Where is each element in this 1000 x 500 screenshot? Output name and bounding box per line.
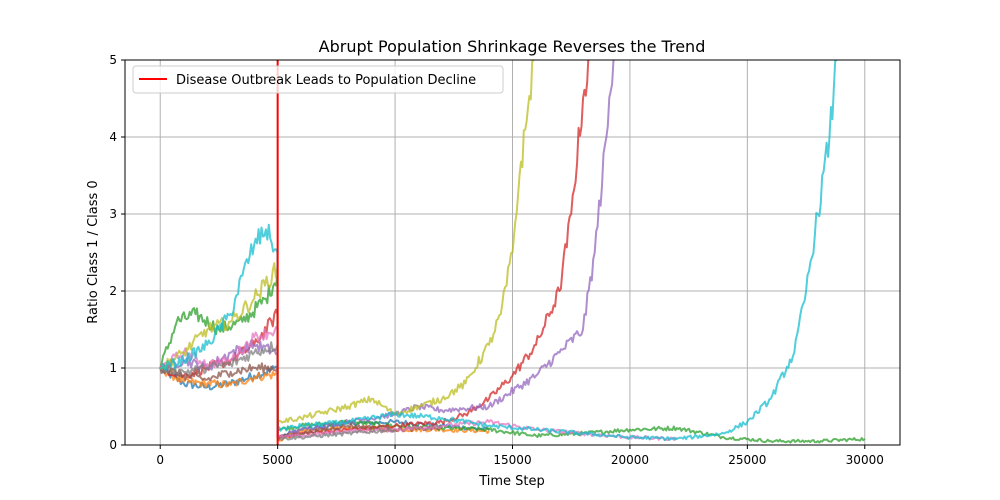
x-tick-label-6: 30000	[846, 453, 884, 467]
x-axis-label: Time Step	[478, 474, 545, 489]
legend-box	[132, 65, 504, 94]
y-tick-label-3: 3	[109, 207, 117, 221]
y-tick-label-0: 0	[109, 438, 117, 452]
x-tick-label-0: 0	[156, 453, 164, 467]
x-tick-label-4: 20000	[611, 453, 649, 467]
y-tick-label-1: 1	[109, 361, 117, 375]
y-tick-label-2: 2	[109, 284, 117, 298]
y-tick-label-5: 5	[109, 53, 117, 67]
series-group	[159, 60, 866, 444]
y-axis-ticks: 0 1 2 3 4 5	[109, 53, 125, 452]
x-tick-label-3: 15000	[493, 453, 531, 467]
y-axis-label: Ratio Class 1 / Class 0	[86, 180, 101, 323]
series-line-2	[159, 274, 866, 444]
series-line-6	[159, 326, 678, 441]
x-tick-label-2: 10000	[376, 453, 414, 467]
legend: Disease Outbreak Leads to Population Dec…	[132, 65, 504, 94]
x-tick-label-5: 25000	[728, 453, 766, 467]
legend-label: Disease Outbreak Leads to Population Dec…	[176, 73, 476, 88]
plot-area	[159, 60, 866, 445]
chart-title: Abrupt Population Shrinkage Reverses the…	[319, 37, 706, 56]
x-tick-label-1: 5000	[262, 453, 293, 467]
x-axis-ticks: 0 5000 10000 15000 20000 25000 30000	[156, 445, 884, 467]
series-line-9	[160, 60, 838, 442]
y-tick-label-4: 4	[109, 130, 117, 144]
